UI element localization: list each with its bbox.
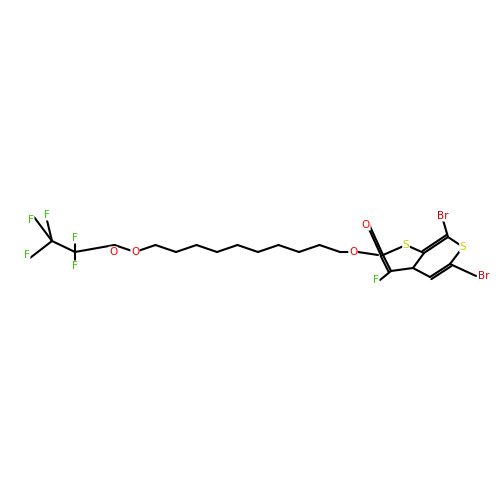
Text: F: F bbox=[72, 233, 78, 243]
Text: F: F bbox=[24, 250, 30, 260]
Text: Br: Br bbox=[478, 271, 490, 281]
Text: S: S bbox=[460, 242, 466, 252]
Text: O: O bbox=[131, 247, 139, 257]
Text: Br: Br bbox=[437, 211, 449, 221]
Text: O: O bbox=[109, 247, 117, 257]
Text: S: S bbox=[402, 240, 409, 250]
Text: F: F bbox=[44, 210, 50, 220]
Text: F: F bbox=[28, 215, 34, 225]
Text: F: F bbox=[72, 261, 78, 271]
Text: O: O bbox=[362, 220, 370, 230]
Text: F: F bbox=[373, 275, 379, 285]
Text: O: O bbox=[349, 247, 357, 257]
